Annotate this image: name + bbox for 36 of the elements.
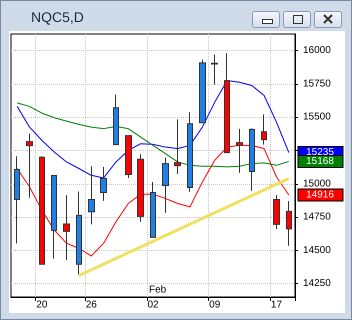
y-tick-label: 14500 [303, 244, 332, 256]
x-tick-label: 02 [147, 300, 159, 310]
candlestick [113, 94, 119, 146]
candlestick [211, 54, 218, 85]
data-label: 14916 [306, 189, 334, 200]
chart-title: NQC5,D [31, 9, 84, 25]
candlestick [286, 200, 292, 246]
data-label: 15168 [306, 156, 334, 167]
candlestick [76, 191, 82, 275]
y-tick-label: 14750 [303, 212, 332, 223]
y-tick-label: 16000 [303, 45, 332, 56]
candlestick [187, 112, 193, 192]
x-tick-label: 20 [36, 300, 48, 310]
candlestick [174, 118, 181, 174]
candlestick [150, 181, 156, 238]
candlestick [100, 166, 107, 202]
y-tick-label: 15500 [303, 112, 332, 123]
candlestick [88, 166, 95, 225]
candlestick [137, 154, 144, 222]
candlestick [162, 157, 169, 214]
line-series [16, 80, 290, 178]
line-series [16, 102, 290, 168]
candlestick [199, 59, 206, 124]
y-tick-label: 15000 [303, 178, 332, 190]
candlestick [125, 135, 132, 178]
candlestick [51, 175, 57, 260]
y-tick-label: 15750 [303, 78, 332, 90]
x-tick-label: 17 [270, 300, 282, 310]
annotation: Feb [149, 284, 167, 296]
candlestick [14, 156, 20, 244]
candlestick [273, 194, 280, 230]
candlestick [249, 128, 255, 192]
x-tick-label: 26 [86, 300, 98, 310]
candlestick [261, 114, 267, 146]
x-tick-label: 09 [209, 300, 221, 310]
y-tick-label: 14250 [303, 278, 332, 290]
